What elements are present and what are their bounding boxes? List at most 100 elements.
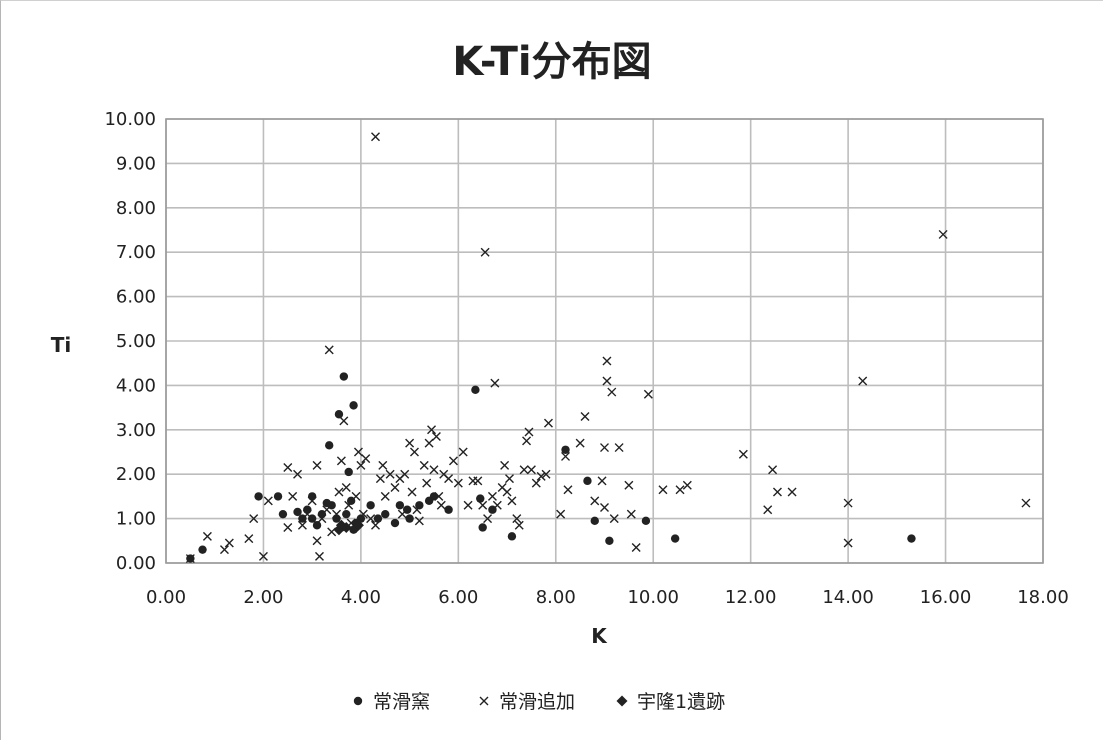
data-point-cross bbox=[314, 551, 324, 561]
x-tick-label: 4.00 bbox=[341, 587, 381, 608]
data-point-circle bbox=[390, 518, 400, 528]
data-point-circle bbox=[444, 505, 453, 514]
data-point-cross bbox=[609, 514, 619, 524]
x-tick-label: 18.00 bbox=[1017, 587, 1069, 608]
data-point-cross bbox=[307, 496, 317, 506]
data-point-cross bbox=[590, 496, 600, 506]
data-point-cross bbox=[302, 509, 312, 519]
plot-area bbox=[165, 118, 1044, 564]
data-point-cross bbox=[405, 438, 415, 448]
data-point-cross bbox=[422, 478, 432, 488]
data-point-cross bbox=[434, 491, 444, 501]
data-point-circle bbox=[561, 445, 570, 454]
data-point-cross bbox=[463, 500, 473, 510]
data-point-cross bbox=[483, 514, 493, 524]
data-point-cross bbox=[219, 545, 229, 555]
data-point-cross bbox=[293, 469, 303, 479]
data-point-cross bbox=[787, 487, 797, 497]
y-tick-label: 0.00 bbox=[116, 553, 156, 574]
data-point-cross bbox=[258, 551, 268, 561]
data-point-cross bbox=[1021, 498, 1031, 508]
data-point-cross bbox=[283, 463, 293, 473]
legend-marker-diamond bbox=[616, 695, 628, 707]
data-point-cross bbox=[858, 376, 868, 386]
data-point-cross bbox=[378, 460, 388, 470]
x-tick-label: 6.00 bbox=[438, 587, 478, 608]
data-point-circle bbox=[381, 509, 390, 519]
data-point-circle bbox=[471, 385, 480, 395]
legend-marker-cross bbox=[479, 696, 489, 706]
data-point-cross bbox=[772, 487, 782, 497]
data-point-cross bbox=[444, 474, 454, 484]
data-point-cross bbox=[390, 483, 400, 493]
data-point-circle bbox=[415, 501, 424, 510]
data-point-circle bbox=[198, 545, 207, 554]
data-point-cross bbox=[412, 505, 422, 515]
y-tick-label: 10.00 bbox=[104, 109, 156, 130]
data-point-cross bbox=[361, 454, 371, 464]
data-point-circle bbox=[273, 492, 283, 501]
y-tick-label: 2.00 bbox=[116, 464, 156, 485]
data-point-cross bbox=[317, 514, 327, 524]
data-point-cross bbox=[658, 485, 668, 495]
data-point-cross bbox=[600, 443, 609, 453]
data-point-cross bbox=[283, 522, 293, 532]
data-point-cross bbox=[453, 478, 463, 488]
data-point-cross bbox=[185, 554, 195, 564]
data-point-cross bbox=[504, 474, 514, 484]
data-point-cross bbox=[531, 478, 541, 488]
data-point-cross bbox=[324, 345, 334, 355]
x-tick-label: 2.00 bbox=[243, 587, 283, 608]
data-point-circle bbox=[605, 536, 614, 545]
data-point-cross bbox=[351, 491, 361, 501]
data-point-cross bbox=[556, 509, 566, 519]
data-point-cross bbox=[429, 465, 439, 475]
data-point-circle bbox=[339, 372, 349, 381]
data-point-cross bbox=[543, 418, 553, 428]
data-point-circle bbox=[307, 492, 317, 501]
data-point-cross bbox=[341, 483, 351, 493]
y-tick-label: 3.00 bbox=[116, 420, 156, 441]
data-point-cross bbox=[288, 491, 298, 501]
y-tick-label: 5.00 bbox=[116, 331, 156, 352]
data-point-circle bbox=[405, 514, 414, 523]
data-point-cross bbox=[448, 456, 458, 466]
legend-marker-circle bbox=[353, 696, 363, 706]
data-point-cross bbox=[526, 465, 536, 475]
data-point-circle bbox=[349, 401, 358, 410]
data-point-cross bbox=[244, 534, 254, 544]
data-point-circle bbox=[507, 532, 517, 541]
x-axis-label: K bbox=[591, 624, 608, 648]
data-point-cross bbox=[322, 505, 332, 515]
data-point-cross bbox=[397, 509, 407, 519]
data-point-cross bbox=[366, 514, 376, 524]
y-tick-label: 4.00 bbox=[116, 375, 156, 396]
data-point-cross bbox=[353, 447, 363, 457]
data-point-cross bbox=[436, 500, 446, 510]
data-point-cross bbox=[507, 496, 517, 506]
grid-lines bbox=[165, 118, 1044, 564]
data-point-cross bbox=[490, 378, 500, 388]
data-point-cross bbox=[400, 469, 410, 479]
y-tick-label: 7.00 bbox=[116, 242, 156, 263]
x-tick-label: 14.00 bbox=[822, 587, 874, 608]
chart-title: K-Ti分布図 bbox=[452, 39, 651, 85]
data-point-circle bbox=[583, 476, 592, 486]
x-tick-label: 8.00 bbox=[536, 587, 576, 608]
data-point-cross bbox=[626, 509, 636, 519]
data-point-cross bbox=[602, 356, 612, 366]
x-tick-label: 16.00 bbox=[920, 587, 972, 608]
data-point-cross bbox=[480, 247, 490, 257]
data-point-cross bbox=[843, 538, 853, 548]
data-point-cross bbox=[492, 500, 502, 510]
data-point-diamond bbox=[340, 521, 352, 533]
data-point-cross bbox=[312, 460, 322, 470]
data-point-cross bbox=[458, 447, 468, 457]
y-tick-label: 8.00 bbox=[116, 198, 156, 219]
data-point-cross bbox=[385, 469, 395, 479]
data-point-cross bbox=[614, 443, 624, 453]
y-tick-label: 1.00 bbox=[116, 509, 156, 530]
y-axis-label: Ti bbox=[51, 333, 72, 357]
data-point-circle bbox=[373, 514, 383, 523]
